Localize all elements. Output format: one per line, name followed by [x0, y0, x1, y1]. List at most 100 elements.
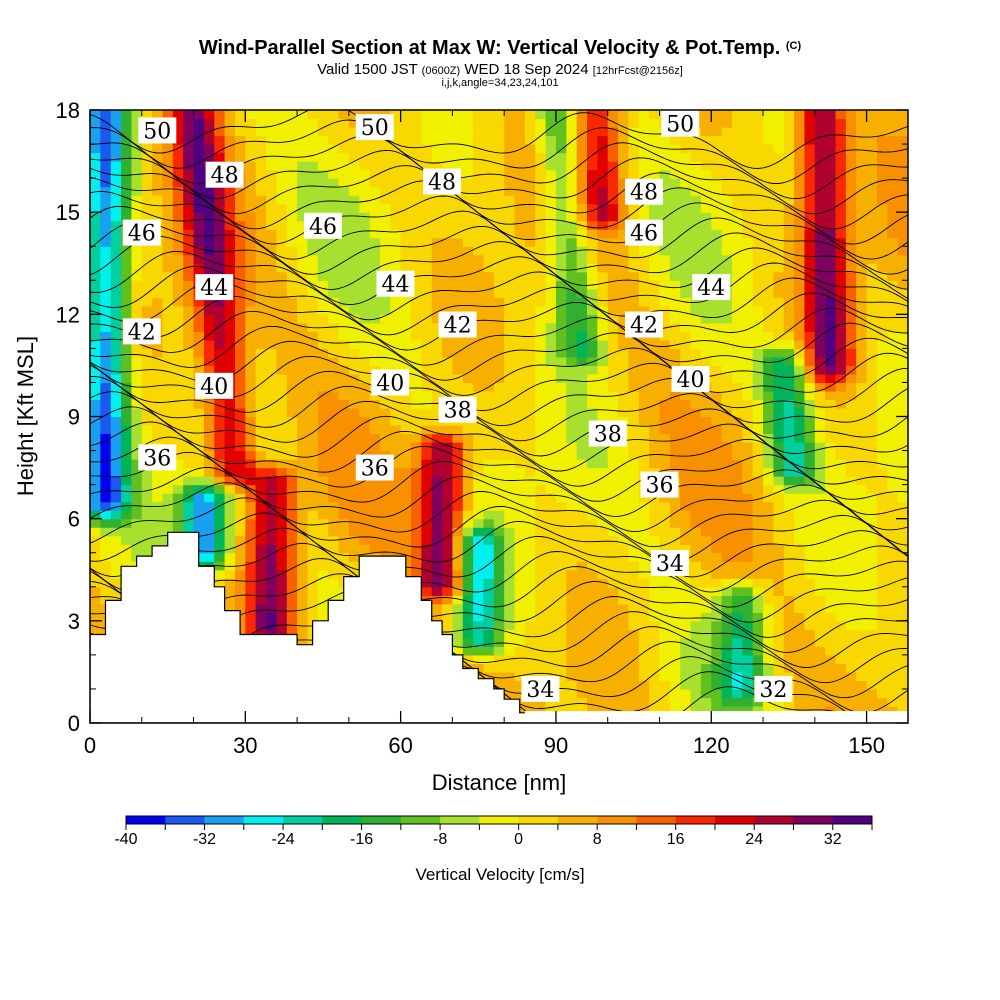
velocity-cell: [700, 612, 712, 622]
velocity-cell: [473, 186, 485, 196]
velocity-cell: [328, 578, 340, 588]
velocity-cell: [193, 467, 205, 477]
velocity-cell: [887, 339, 899, 349]
velocity-cell: [110, 459, 122, 469]
velocity-cell: [825, 416, 837, 426]
velocity-cell: [276, 220, 288, 230]
velocity-cell: [680, 288, 692, 298]
velocity-cell: [234, 493, 246, 503]
velocity-cell: [183, 416, 195, 426]
velocity-cell: [152, 493, 164, 503]
velocity-cell: [348, 229, 360, 239]
velocity-cell: [825, 484, 837, 494]
velocity-cell: [794, 476, 806, 486]
velocity-cell: [328, 510, 340, 520]
velocity-cell: [286, 484, 298, 494]
velocity-cell: [535, 425, 547, 435]
velocity-cell: [131, 365, 143, 375]
velocity-cell: [711, 373, 723, 384]
velocity-cell: [607, 688, 619, 699]
velocity-cell: [307, 263, 319, 273]
velocity-cell: [887, 476, 899, 486]
velocity-cell: [514, 493, 526, 503]
velocity-cell: [566, 297, 578, 307]
velocity-cell: [286, 595, 298, 605]
velocity-cell: [131, 425, 143, 435]
velocity-cell: [876, 399, 888, 409]
velocity-cell: [587, 612, 598, 622]
velocity-cell: [286, 459, 298, 469]
velocity-cell: [100, 425, 112, 435]
velocity-cell: [162, 297, 174, 307]
velocity-cell: [825, 254, 837, 264]
velocity-cell: [121, 390, 133, 401]
velocity-cell: [183, 407, 195, 418]
velocity-cell: [690, 518, 702, 528]
velocity-cell: [473, 552, 485, 562]
velocity-cell: [700, 203, 712, 213]
velocity-cell: [245, 348, 257, 358]
velocity-cell: [535, 220, 547, 230]
velocity-cell: [483, 305, 495, 315]
velocity-cell: [545, 697, 557, 707]
velocity-cell: [234, 373, 246, 384]
velocity-cell: [390, 195, 402, 205]
velocity-cell: [866, 629, 878, 639]
velocity-cell: [462, 467, 474, 477]
velocity-cell: [162, 212, 174, 222]
velocity-cell: [286, 425, 298, 435]
velocity-cell: [524, 407, 536, 418]
velocity-cell: [742, 484, 754, 494]
velocity-cell: [514, 620, 526, 630]
velocity-cell: [276, 425, 288, 435]
velocity-cell: [535, 629, 547, 639]
velocity-cell: [193, 331, 205, 341]
velocity-cell: [152, 356, 164, 367]
velocity-cell: [845, 237, 857, 247]
velocity-cell: [700, 246, 712, 256]
velocity-cell: [659, 195, 671, 205]
velocity-cell: [690, 493, 702, 503]
velocity-cell: [307, 399, 319, 409]
velocity-cell: [587, 348, 598, 358]
velocity-cell: [483, 314, 495, 324]
velocity-cell: [628, 561, 640, 571]
velocity-cell: [504, 450, 516, 460]
velocity-cell: [887, 356, 899, 367]
velocity-cell: [473, 518, 485, 528]
velocity-cell: [721, 305, 733, 315]
velocity-cell: [763, 212, 774, 222]
velocity-cell: [410, 569, 422, 579]
velocity-cell: [203, 416, 215, 426]
velocity-cell: [276, 399, 288, 409]
velocity-cell: [535, 535, 547, 545]
velocity-cell: [825, 339, 837, 349]
velocity-cell: [680, 331, 692, 341]
velocity-cell: [524, 637, 536, 647]
velocity-cell: [835, 569, 847, 579]
velocity-cell: [162, 501, 174, 511]
velocity-cell: [856, 484, 868, 494]
velocity-cell: [566, 382, 578, 392]
velocity-cell: [255, 254, 267, 264]
velocity-cell: [255, 501, 267, 511]
velocity-cell: [462, 339, 474, 349]
velocity-cell: [783, 637, 795, 647]
velocity-cell: [721, 535, 733, 545]
velocity-cell: [286, 339, 298, 349]
velocity-cell: [773, 288, 785, 298]
velocity-cell: [266, 501, 277, 511]
velocity-cell: [276, 356, 288, 367]
velocity-cell: [742, 407, 754, 418]
velocity-cell: [866, 237, 878, 247]
velocity-cell: [887, 493, 899, 503]
velocity-cell: [100, 331, 112, 341]
velocity-cell: [442, 203, 453, 213]
velocity-cell: [742, 705, 754, 716]
velocity-cell: [245, 603, 257, 613]
velocity-cell: [224, 476, 236, 486]
velocity-cell: [794, 595, 806, 605]
velocity-cell: [576, 705, 588, 716]
velocity-cell: [535, 586, 547, 596]
velocity-cell: [493, 425, 505, 435]
